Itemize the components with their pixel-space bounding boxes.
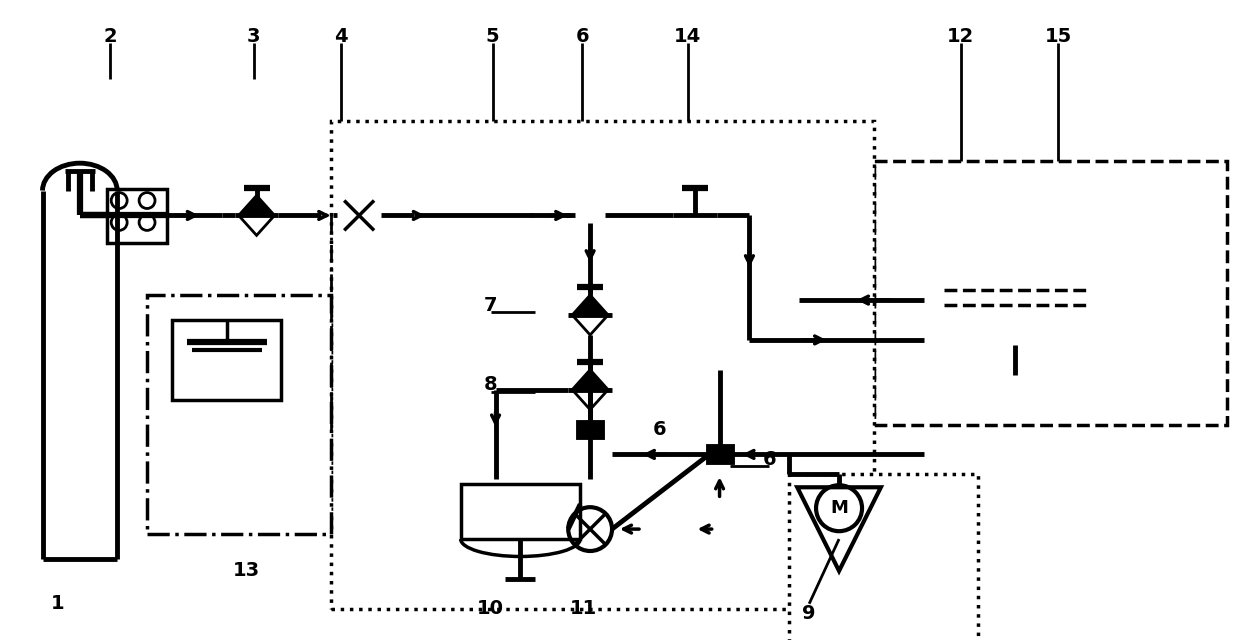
Polygon shape (572, 295, 608, 315)
Polygon shape (797, 487, 880, 571)
Polygon shape (238, 215, 274, 235)
Text: 9: 9 (802, 604, 816, 623)
Text: M: M (830, 499, 848, 517)
Bar (575, 192, 605, 208)
Bar (148, 295, 331, 534)
Text: 14: 14 (675, 27, 702, 46)
Bar (461, 485, 580, 539)
Bar (331, 121, 874, 609)
Polygon shape (572, 315, 608, 335)
Bar (107, 188, 167, 244)
Polygon shape (677, 215, 713, 235)
Bar (790, 474, 978, 641)
Bar (874, 161, 1228, 424)
Text: 2: 2 (103, 27, 117, 46)
Bar (172, 320, 281, 399)
Text: 13: 13 (233, 562, 260, 580)
Text: 5: 5 (486, 27, 500, 46)
Polygon shape (677, 196, 713, 215)
Text: 1: 1 (51, 594, 64, 613)
Bar (708, 446, 732, 462)
Polygon shape (572, 370, 608, 390)
Text: 3: 3 (247, 27, 260, 46)
Text: 11: 11 (569, 599, 596, 619)
Polygon shape (238, 196, 274, 215)
Text: 10: 10 (477, 599, 505, 619)
Text: 4: 4 (335, 27, 348, 46)
Bar (924, 255, 1107, 345)
Text: 15: 15 (1044, 27, 1071, 46)
Text: 6: 6 (763, 450, 776, 469)
Text: 7: 7 (484, 296, 497, 315)
Polygon shape (572, 390, 608, 410)
Text: 8: 8 (484, 375, 497, 394)
Text: 12: 12 (947, 27, 975, 46)
Bar (578, 422, 603, 438)
Bar (415, 190, 531, 240)
Text: 6: 6 (653, 420, 667, 439)
Text: 6: 6 (575, 27, 589, 46)
